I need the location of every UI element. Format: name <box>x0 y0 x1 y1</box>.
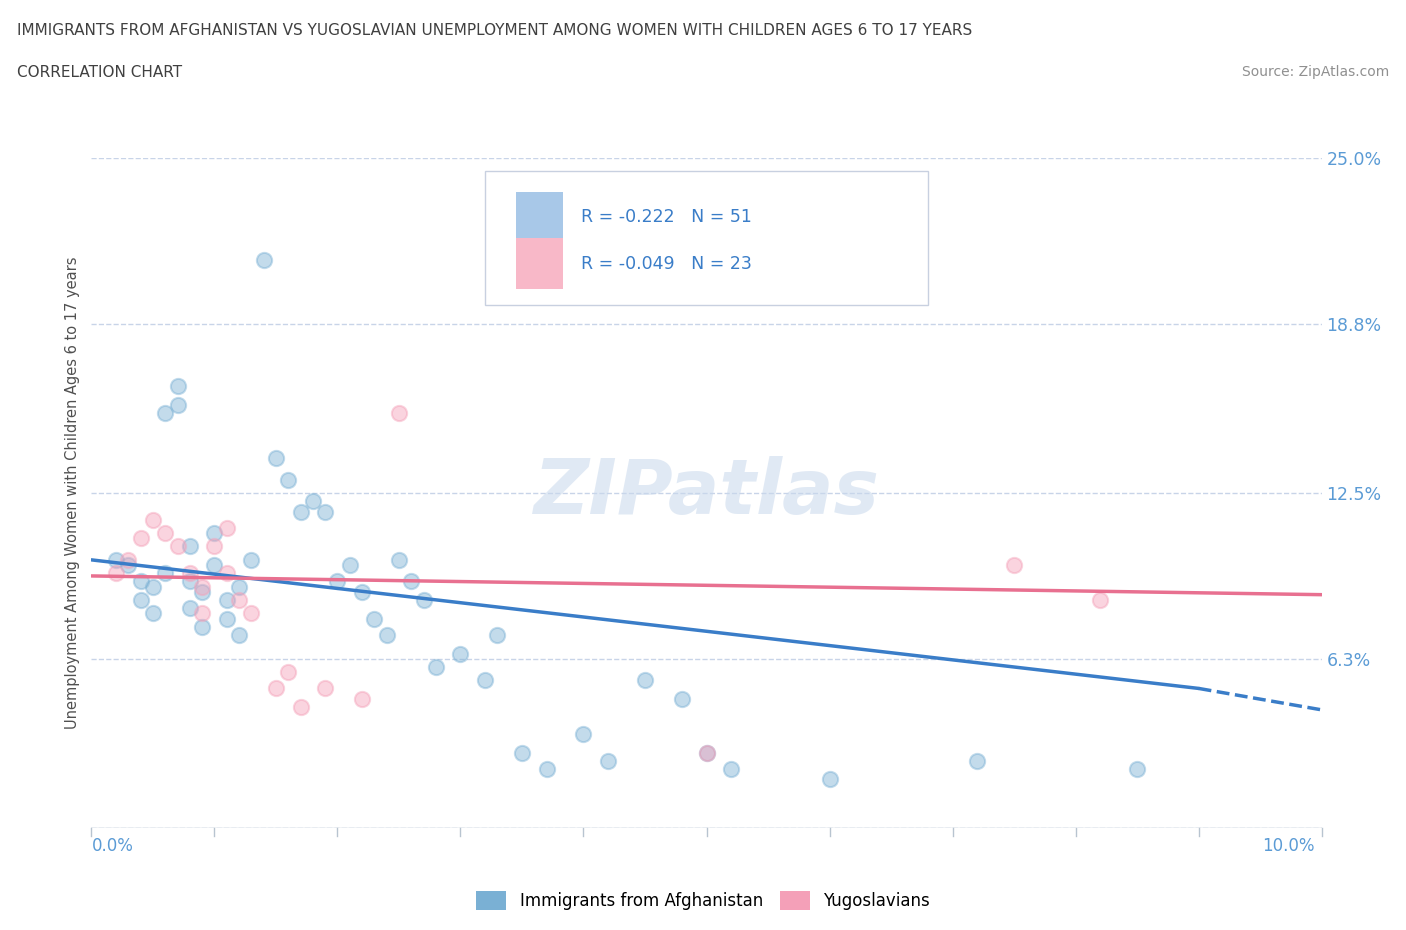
Point <box>117 552 139 567</box>
Point <box>277 472 299 487</box>
Point <box>129 574 152 589</box>
Point <box>1126 762 1149 777</box>
Y-axis label: Unemployment Among Women with Children Ages 6 to 17 years: Unemployment Among Women with Children A… <box>65 257 80 729</box>
Point <box>596 753 619 768</box>
Point <box>202 558 225 573</box>
Point <box>536 762 558 777</box>
Point <box>191 619 214 634</box>
Point <box>142 579 165 594</box>
Point <box>388 405 411 420</box>
Point <box>634 673 657 688</box>
Point <box>339 558 361 573</box>
Point <box>202 525 225 540</box>
Point <box>191 585 214 600</box>
Point <box>375 628 398 643</box>
Point <box>290 699 312 714</box>
Point <box>129 592 152 607</box>
Point <box>301 494 323 509</box>
Point <box>720 762 742 777</box>
Point <box>179 601 201 616</box>
Point <box>105 565 127 580</box>
Text: 10.0%: 10.0% <box>1263 837 1315 855</box>
Point <box>153 565 177 580</box>
Point <box>1088 592 1111 607</box>
Point <box>191 579 214 594</box>
Point <box>449 646 471 661</box>
Point <box>228 592 250 607</box>
Point <box>671 692 693 707</box>
Text: 0.0%: 0.0% <box>91 837 134 855</box>
Point <box>572 726 595 741</box>
Point <box>350 692 373 707</box>
Point <box>1002 558 1025 573</box>
Point <box>412 592 434 607</box>
Point <box>117 558 139 573</box>
Point <box>215 611 238 626</box>
Point <box>290 504 312 519</box>
Point <box>142 512 165 527</box>
Legend: Immigrants from Afghanistan, Yugoslavians: Immigrants from Afghanistan, Yugoslavian… <box>470 884 936 917</box>
Point <box>179 574 201 589</box>
Point <box>215 592 238 607</box>
Point <box>129 531 152 546</box>
Point <box>399 574 422 589</box>
Point <box>179 539 201 554</box>
Point <box>105 552 127 567</box>
Point <box>277 665 299 680</box>
FancyBboxPatch shape <box>516 238 562 288</box>
FancyBboxPatch shape <box>516 192 562 242</box>
Point <box>228 579 250 594</box>
Point <box>966 753 988 768</box>
Point <box>388 552 411 567</box>
Point <box>696 745 718 760</box>
Point <box>818 772 841 787</box>
Point <box>228 628 250 643</box>
Point <box>215 565 238 580</box>
Point <box>474 673 496 688</box>
FancyBboxPatch shape <box>485 171 928 305</box>
Text: IMMIGRANTS FROM AFGHANISTAN VS YUGOSLAVIAN UNEMPLOYMENT AMONG WOMEN WITH CHILDRE: IMMIGRANTS FROM AFGHANISTAN VS YUGOSLAVI… <box>17 23 972 38</box>
Point <box>142 606 165 621</box>
Point <box>253 252 276 267</box>
Text: CORRELATION CHART: CORRELATION CHART <box>17 65 181 80</box>
Point <box>510 745 533 760</box>
Point <box>696 745 718 760</box>
Text: ZIPatlas: ZIPatlas <box>533 456 880 530</box>
Point <box>350 585 373 600</box>
Point <box>486 628 509 643</box>
Text: R = -0.049   N = 23: R = -0.049 N = 23 <box>581 255 752 272</box>
Point <box>425 659 447 674</box>
Text: R = -0.222   N = 51: R = -0.222 N = 51 <box>581 207 752 226</box>
Point <box>202 539 225 554</box>
Point <box>326 574 349 589</box>
Point <box>264 681 287 696</box>
Point <box>215 520 238 535</box>
Point <box>153 525 177 540</box>
Point <box>314 681 336 696</box>
Point <box>240 552 263 567</box>
Point <box>166 397 188 412</box>
Point <box>240 606 263 621</box>
Point <box>314 504 336 519</box>
Text: Source: ZipAtlas.com: Source: ZipAtlas.com <box>1241 65 1389 79</box>
Point <box>153 405 177 420</box>
Point <box>166 379 188 393</box>
Point <box>264 451 287 466</box>
Point <box>166 539 188 554</box>
Point <box>363 611 385 626</box>
Point <box>179 565 201 580</box>
Point <box>191 606 214 621</box>
